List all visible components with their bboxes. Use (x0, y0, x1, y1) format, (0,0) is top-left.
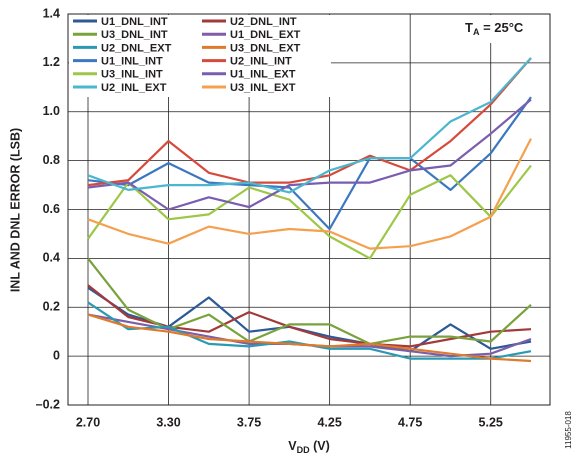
legend-label: U3_INL_INT (101, 69, 163, 81)
x-tick-label: 4.25 (317, 415, 341, 429)
series-line (87, 138, 532, 250)
y-tick-label: 0.8 (43, 153, 60, 167)
legend-label: U3_INL_EXT (230, 82, 296, 94)
annotation-background (458, 15, 549, 43)
series-line (87, 57, 532, 194)
x-axis-label: VDD (V) (288, 439, 329, 455)
legend-label: U2_DNL_INT (230, 16, 297, 28)
series-line (87, 57, 532, 187)
y-tick-label: –0.2 (36, 397, 60, 411)
series-line (87, 96, 532, 231)
lines (87, 57, 532, 363)
y-tick-label: 0.2 (43, 300, 60, 314)
figure-code: 11955-018 (564, 411, 573, 449)
series-line (87, 257, 532, 345)
legend-label: U1_DNL_INT (101, 16, 168, 28)
x-tick-label: 3.75 (237, 415, 261, 429)
legend-label: U3_DNL_EXT (230, 42, 301, 54)
legend-label: U2_INL_INT (230, 56, 292, 68)
series-line (87, 286, 532, 353)
legend-background (69, 15, 331, 97)
y-tick-label: 1.2 (43, 55, 60, 69)
series-line (87, 164, 532, 260)
legend-label: U3_DNL_INT (101, 29, 168, 41)
series-line (87, 313, 532, 363)
annotation: TA = 25°C (465, 20, 524, 37)
legend-label: U2_DNL_EXT (101, 42, 172, 54)
annotation-sub: A (473, 27, 480, 37)
legend-label: U2_INL_EXT (101, 82, 167, 94)
x-tick-label: 2.70 (76, 415, 100, 429)
y-tick-label: 0 (53, 348, 60, 362)
x-label-main: V (288, 439, 297, 453)
x-label-rest: (V) (310, 439, 330, 453)
y-tick-label: 1.0 (43, 104, 60, 118)
x-tick-label: 3.30 (156, 415, 180, 429)
annotation-rest: = 25°C (479, 20, 523, 35)
legend-label: U1_INL_EXT (230, 69, 296, 81)
series-line (87, 98, 532, 211)
x-tick-label: 4.75 (398, 415, 422, 429)
y-tick-label: 0.4 (43, 251, 60, 265)
legend: U1_DNL_INT U2_DNL_INT U3_DNL_INT U1_DNL_EXT… (69, 15, 549, 97)
y-tick-label: 1.4 (43, 6, 60, 20)
y-tick-label: 0.6 (43, 202, 60, 216)
legend-label: U1_DNL_EXT (230, 29, 301, 41)
labels: –0.2 0 0.2 0.4 0.6 0.8 1.0 1.2 1.4 2.70 3.30 3.75 4.… (36, 6, 503, 429)
x-tick-label: 5.25 (479, 415, 503, 429)
x-label-sub: DD (297, 445, 310, 455)
annotation-main: T (465, 20, 473, 35)
y-axis-label: INL AND DNL ERROR (LSB) (8, 128, 22, 292)
legend-label: U1_INL_INT (101, 56, 163, 68)
plot-frame (67, 13, 551, 406)
